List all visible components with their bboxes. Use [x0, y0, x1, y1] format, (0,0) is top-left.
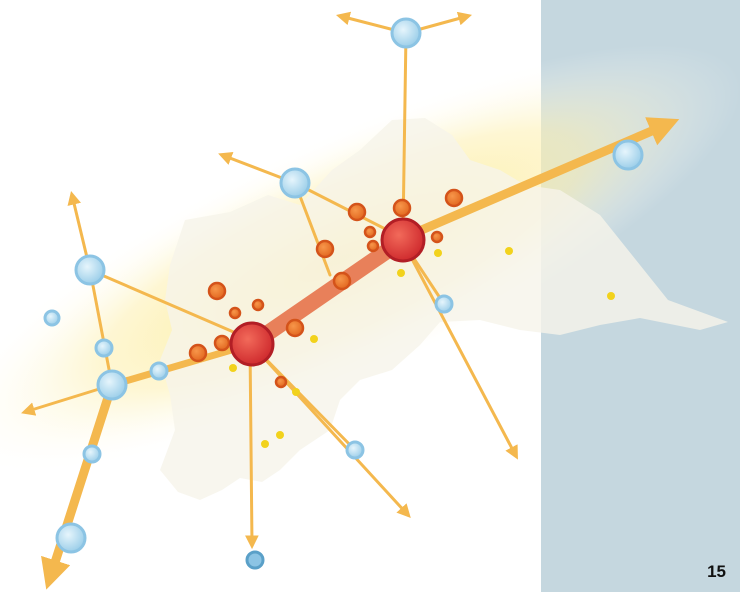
- satellite-node: [74, 254, 106, 286]
- minor-node: [430, 230, 444, 244]
- yellow-dot: [292, 388, 300, 396]
- minor-node: [251, 298, 265, 312]
- yellow-dot: [505, 247, 513, 255]
- satellite-node: [149, 361, 169, 381]
- link-mid-down: [293, 181, 332, 277]
- minor-node: [213, 334, 231, 352]
- yellow-dot: [310, 335, 318, 343]
- minor-node: [285, 318, 305, 338]
- minor-node: [392, 198, 412, 218]
- minor-node: [363, 225, 377, 239]
- minor-node: [347, 202, 367, 222]
- minor-node: [444, 188, 464, 208]
- yellow-dot: [434, 249, 442, 257]
- satellite-nodes: [43, 17, 644, 570]
- satellite-node: [94, 338, 114, 358]
- minor-nodes: [188, 188, 464, 389]
- minor-node: [274, 375, 288, 389]
- satellite-node: [390, 17, 422, 49]
- small-dots: [229, 247, 615, 448]
- satellite-node: [279, 167, 311, 199]
- link-south-1: [245, 343, 259, 550]
- minor-node: [315, 239, 335, 259]
- satellite-node: [43, 309, 61, 327]
- yellow-dot: [276, 431, 284, 439]
- satellite-node: [245, 550, 265, 570]
- page-number: 15: [707, 562, 726, 581]
- minor-node: [207, 281, 227, 301]
- minor-node: [332, 271, 352, 291]
- satellite-node: [82, 444, 102, 464]
- main-arrow-southwest: [108, 340, 256, 389]
- link-southeast: [401, 240, 518, 460]
- satellite-node: [55, 522, 87, 554]
- yellow-dot: [229, 364, 237, 372]
- link-west-down: [88, 268, 114, 387]
- yellow-dot: [397, 269, 405, 277]
- major-node-west: [229, 321, 275, 367]
- minor-node: [366, 239, 380, 253]
- yellow-dot: [261, 440, 269, 448]
- satellite-node: [96, 369, 128, 401]
- main-link: [244, 232, 411, 352]
- minor-node: [228, 306, 242, 320]
- major-nodes: [229, 217, 426, 367]
- satellite-node: [612, 139, 644, 171]
- minor-node: [188, 343, 208, 363]
- link-west: [88, 268, 254, 342]
- satellite-node: [434, 294, 454, 314]
- major-node-east: [380, 217, 426, 263]
- link-south-3: [250, 343, 357, 452]
- satellite-node: [345, 440, 365, 460]
- link-top-up: [401, 31, 408, 234]
- yellow-dot: [607, 292, 615, 300]
